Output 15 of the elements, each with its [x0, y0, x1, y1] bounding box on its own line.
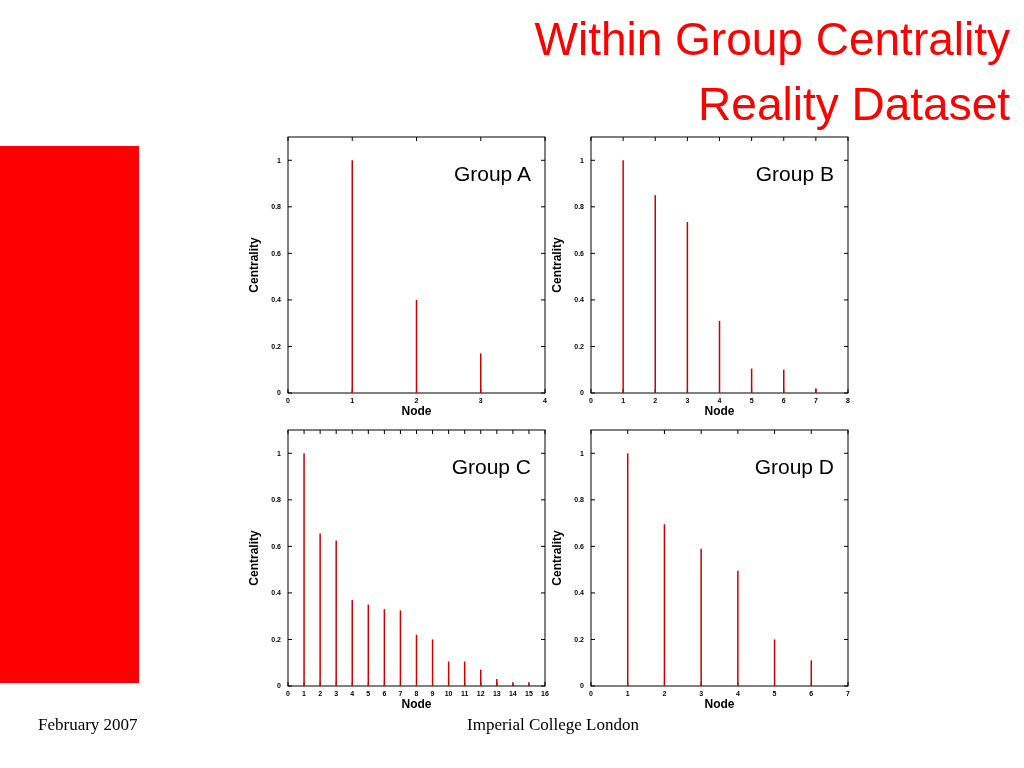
y-axis-title: Centrality: [247, 530, 261, 586]
text: February 2007: [38, 715, 139, 734]
y-axis-title: Centrality: [550, 237, 564, 293]
text: Imperial College London: [467, 715, 640, 734]
y-axis-title: Centrality: [550, 530, 564, 586]
text: Group C: [451, 455, 531, 478]
text: Group A: [453, 162, 531, 185]
x-axis-title: Node: [401, 697, 432, 711]
text: Within Group Centrality Reality Dataset: [534, 13, 1011, 130]
x-axis-title: Node: [704, 697, 735, 711]
text: Group B: [755, 162, 834, 185]
x-axis-title: Node: [704, 404, 735, 418]
text: Group D: [754, 455, 834, 478]
x-axis-title: Node: [401, 404, 432, 418]
y-axis-title: Centrality: [247, 237, 261, 293]
